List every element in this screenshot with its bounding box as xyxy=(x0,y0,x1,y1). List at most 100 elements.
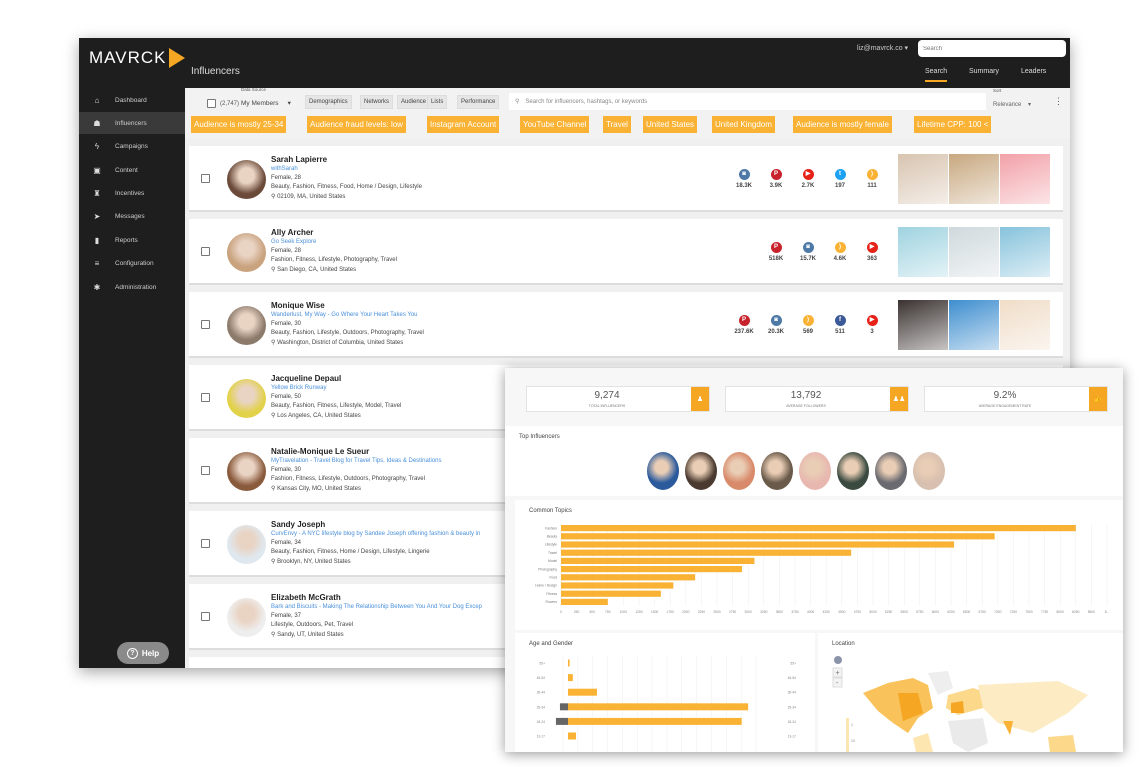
pinterest-stat[interactable]: P 237.6K xyxy=(729,315,759,335)
influencer-name[interactable]: Sarah Lapierre xyxy=(271,155,328,164)
avatar[interactable] xyxy=(227,525,266,564)
rss-stat[interactable]: ) 4.6K xyxy=(825,242,855,262)
influencer-name[interactable]: Elizabeth McGrath xyxy=(271,593,341,602)
influencer-name[interactable]: Jacqueline Depaul xyxy=(271,374,342,383)
sidebar-item-influencers[interactable]: ☗ Influencers xyxy=(79,112,185,134)
top-influencer-avatar[interactable] xyxy=(913,452,945,490)
globe-icon[interactable] xyxy=(834,656,842,664)
top-influencer-avatar[interactable] xyxy=(837,452,869,490)
sidebar-item-dashboard[interactable]: ⌂ Dashboard xyxy=(79,89,185,111)
rss-stat[interactable]: ) 569 xyxy=(793,315,823,335)
row-checkbox[interactable] xyxy=(201,247,210,256)
influencer-blog[interactable]: MyTravelation - Travel Blog for Travel T… xyxy=(271,458,442,464)
filter-chip[interactable]: United Kingdom xyxy=(712,116,775,133)
row-checkbox[interactable] xyxy=(201,174,210,183)
influencer-row[interactable]: Monique Wise Wanderlust, My Way - Go Wher… xyxy=(189,292,1063,358)
filter-lists-button[interactable]: Lists xyxy=(427,95,448,109)
recent-post-thumbnail[interactable] xyxy=(1000,300,1050,350)
select-all[interactable]: (2,747) xyxy=(207,99,239,108)
zoom-out-button[interactable] xyxy=(832,677,843,688)
filter-demographics-button[interactable]: Demographics xyxy=(305,95,352,109)
pinterest-stat[interactable]: P 518K xyxy=(761,242,791,262)
rss-stat[interactable]: ) 111 xyxy=(857,169,887,189)
tab-leaders[interactable]: Leaders xyxy=(1021,68,1047,75)
facebook-stat[interactable]: f 511 xyxy=(825,315,855,335)
user-menu[interactable]: liz@mavrck.co ▾ xyxy=(857,45,909,52)
influencer-name[interactable]: Natalie-Monique Le Sueur xyxy=(271,447,370,456)
instagram-stat[interactable]: ◙ 18.3K xyxy=(729,169,759,189)
top-influencer-avatar[interactable] xyxy=(685,452,717,490)
recent-post-thumbnail[interactable] xyxy=(949,154,999,204)
recent-post-thumbnail[interactable] xyxy=(1000,154,1050,204)
recent-post-thumbnail[interactable] xyxy=(1000,227,1050,277)
influencer-blog[interactable]: CurvEnvy - A NYC lifestyle blog by Sande… xyxy=(271,531,481,537)
recent-post-thumbnail[interactable] xyxy=(949,300,999,350)
filter-chip[interactable]: Audience fraud levels: low xyxy=(307,116,406,133)
tab-search[interactable]: Search xyxy=(925,68,948,82)
sidebar-item-content[interactable]: ▣ Content xyxy=(79,159,185,181)
sidebar-item-reports[interactable]: ▮ Reports xyxy=(79,229,185,251)
filter-chip[interactable]: YouTube Channel xyxy=(520,116,590,133)
influencer-name[interactable]: Sandy Joseph xyxy=(271,520,326,529)
row-checkbox[interactable] xyxy=(201,393,210,402)
sort-select[interactable]: Relevance ▾ xyxy=(993,102,1032,108)
zoom-in-button[interactable] xyxy=(832,667,843,678)
filter-performance-button[interactable]: Performance xyxy=(457,95,500,109)
filter-chip[interactable]: Instagram Account xyxy=(427,116,500,133)
recent-post-thumbnail[interactable] xyxy=(949,227,999,277)
top-influencer-avatar[interactable] xyxy=(799,452,831,490)
recent-post-thumbnail[interactable] xyxy=(898,227,948,277)
sidebar-item-incentives[interactable]: ♜ Incentives xyxy=(79,182,185,204)
row-checkbox[interactable] xyxy=(201,320,210,329)
row-checkbox[interactable] xyxy=(201,466,210,475)
influencer-row[interactable]: Sarah Lapierre withSarah Female, 28 Beauty,… xyxy=(189,146,1063,212)
avatar[interactable] xyxy=(227,379,266,418)
global-search-input[interactable] xyxy=(918,40,1066,57)
influencer-name[interactable]: Ally Archer xyxy=(271,228,314,237)
top-influencer-avatar[interactable] xyxy=(875,452,907,490)
influencer-blog[interactable]: Go Seek Explore xyxy=(271,239,317,245)
influencer-search-input[interactable]: ⚲ Search for influencers, hashtags, or ke… xyxy=(509,93,986,110)
mavrck-logo[interactable]: MAVRCK xyxy=(89,48,186,68)
filter-chip[interactable]: Travel xyxy=(603,116,631,133)
select-all-checkbox[interactable] xyxy=(207,99,216,108)
row-checkbox[interactable] xyxy=(201,612,210,621)
instagram-stat[interactable]: ◙ 15.7K xyxy=(793,242,823,262)
recent-post-thumbnail[interactable] xyxy=(898,300,948,350)
sidebar-item-configuration[interactable]: ≡ Configuration xyxy=(79,252,185,274)
pinterest-stat[interactable]: P 3.9K xyxy=(761,169,791,189)
influencer-blog[interactable]: Yellow Brick Runway xyxy=(271,385,327,391)
filter-audience-button[interactable]: Audience xyxy=(397,95,431,109)
youtube-stat[interactable]: ▶ 363 xyxy=(857,242,887,262)
sidebar-item-messages[interactable]: ➤ Messages xyxy=(79,205,185,227)
location-map[interactable]: + - 1 10 xyxy=(818,633,1123,752)
avatar[interactable] xyxy=(227,160,266,199)
twitter-stat[interactable]: t 197 xyxy=(825,169,855,189)
youtube-stat[interactable]: ▶ 3 xyxy=(857,315,887,335)
top-influencer-avatar[interactable] xyxy=(723,452,755,490)
sidebar-item-administration[interactable]: ✱ Administration xyxy=(79,276,185,298)
top-influencer-avatar[interactable] xyxy=(647,452,679,490)
influencer-row[interactable]: Ally Archer Go Seek Explore Female, 28 Fash… xyxy=(189,219,1063,285)
data-source-select[interactable]: My Members ▾ xyxy=(241,100,291,107)
influencer-name[interactable]: Monique Wise xyxy=(271,301,325,310)
help-button[interactable]: ? Help xyxy=(117,642,169,664)
influencer-blog[interactable]: Bark and Biscuits - Making The Relations… xyxy=(271,604,483,610)
top-influencer-avatar[interactable] xyxy=(761,452,793,490)
tab-summary[interactable]: Summary xyxy=(969,68,999,75)
avatar[interactable] xyxy=(227,233,266,272)
filter-chip[interactable]: Audience is mostly 25-34 xyxy=(191,116,287,133)
filter-chip[interactable]: Audience is mostly female xyxy=(793,116,892,133)
avatar[interactable] xyxy=(227,598,266,637)
avatar[interactable] xyxy=(227,306,266,345)
influencer-blog[interactable]: withSarah xyxy=(271,166,298,172)
filter-chip[interactable]: United States xyxy=(643,116,698,133)
instagram-stat[interactable]: ◙ 20.3K xyxy=(761,315,791,335)
influencer-blog[interactable]: Wanderlust, My Way - Go Where Your Heart… xyxy=(271,312,418,318)
filter-chip[interactable]: Lifetime CPP: 100 < xyxy=(914,116,992,133)
more-options-icon[interactable]: ⋮ xyxy=(1054,96,1063,106)
avatar[interactable] xyxy=(227,452,266,491)
sidebar-item-campaigns[interactable]: ϟ Campaigns xyxy=(79,135,185,157)
youtube-stat[interactable]: ▶ 2.7K xyxy=(793,169,823,189)
recent-post-thumbnail[interactable] xyxy=(898,154,948,204)
